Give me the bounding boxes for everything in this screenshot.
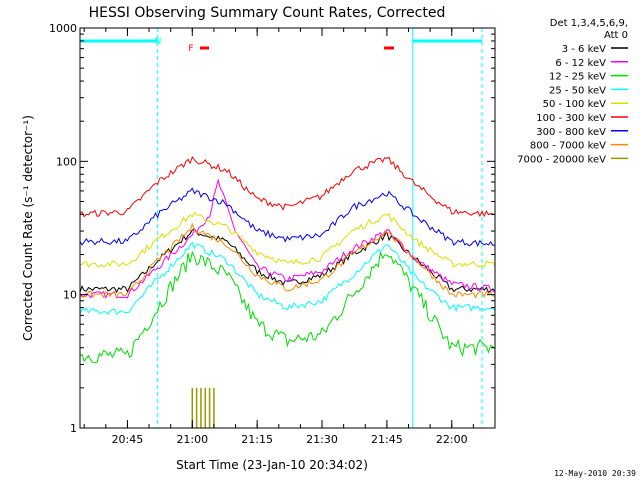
x-tick-label: 22:00	[436, 433, 468, 446]
y-tick-label: 10	[63, 289, 77, 302]
y-tick-label: 100	[56, 155, 77, 168]
legend-header: Det 1,3,4,5,6,9,	[550, 18, 628, 29]
x-tick-label: 21:30	[306, 433, 338, 446]
series-line	[79, 241, 496, 316]
legend-entry-label: 7000 - 20000 keV	[517, 154, 606, 165]
y-tick-label: 1	[70, 422, 77, 435]
series-line	[79, 155, 496, 218]
series-line	[79, 178, 496, 300]
plot-frame	[79, 27, 496, 429]
x-tick-label: 21:00	[176, 433, 208, 446]
y-axis-label: Corrected Count Rate (s⁻¹ detector⁻¹)	[21, 115, 35, 341]
series-line	[79, 187, 496, 247]
legend-entry-label: 300 - 800 keV	[536, 127, 606, 138]
x-tick-label: 21:15	[241, 433, 273, 446]
legend-entry-label: 50 - 100 keV	[543, 99, 607, 110]
legend-entry-label: 3 - 6 keV	[562, 44, 606, 55]
chart-title: HESSI Observing Summary Count Rates, Cor…	[89, 5, 446, 21]
annotation-label: F	[188, 44, 193, 54]
x-tick-label: 20:45	[112, 433, 144, 446]
x-tick-label: 21:45	[371, 433, 403, 446]
legend-entry-label: 6 - 12 keV	[555, 58, 606, 69]
legend-entry-label: 100 - 300 keV	[536, 113, 606, 124]
legend-entry-label: 25 - 50 keV	[549, 85, 606, 96]
legend-header: Att 0	[604, 30, 628, 41]
y-tick-label: 1000	[49, 22, 77, 35]
x-axis-label: Start Time (23-Jan-10 20:34:02)	[176, 458, 368, 472]
series-line	[79, 222, 496, 299]
annotation-label: N	[155, 37, 162, 47]
legend-entry-label: 800 - 7000 keV	[530, 141, 606, 152]
legend-entry-label: 12 - 25 keV	[549, 72, 606, 83]
series-line	[79, 250, 496, 364]
timestamp: 12-May-2010 20:39	[554, 469, 636, 478]
series-line	[79, 211, 496, 268]
